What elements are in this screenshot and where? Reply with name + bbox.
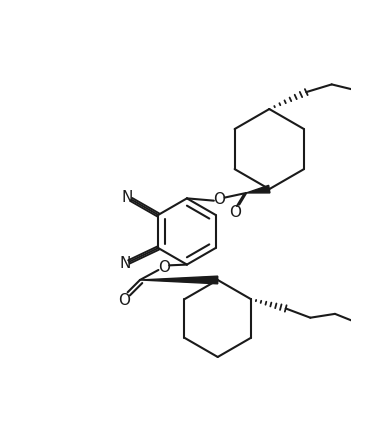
Polygon shape — [140, 276, 218, 284]
Text: N: N — [119, 256, 131, 272]
Text: N: N — [122, 190, 133, 205]
Polygon shape — [246, 185, 270, 193]
Text: O: O — [213, 192, 225, 207]
Text: O: O — [158, 260, 170, 275]
Text: O: O — [118, 293, 131, 308]
Text: O: O — [230, 205, 241, 220]
